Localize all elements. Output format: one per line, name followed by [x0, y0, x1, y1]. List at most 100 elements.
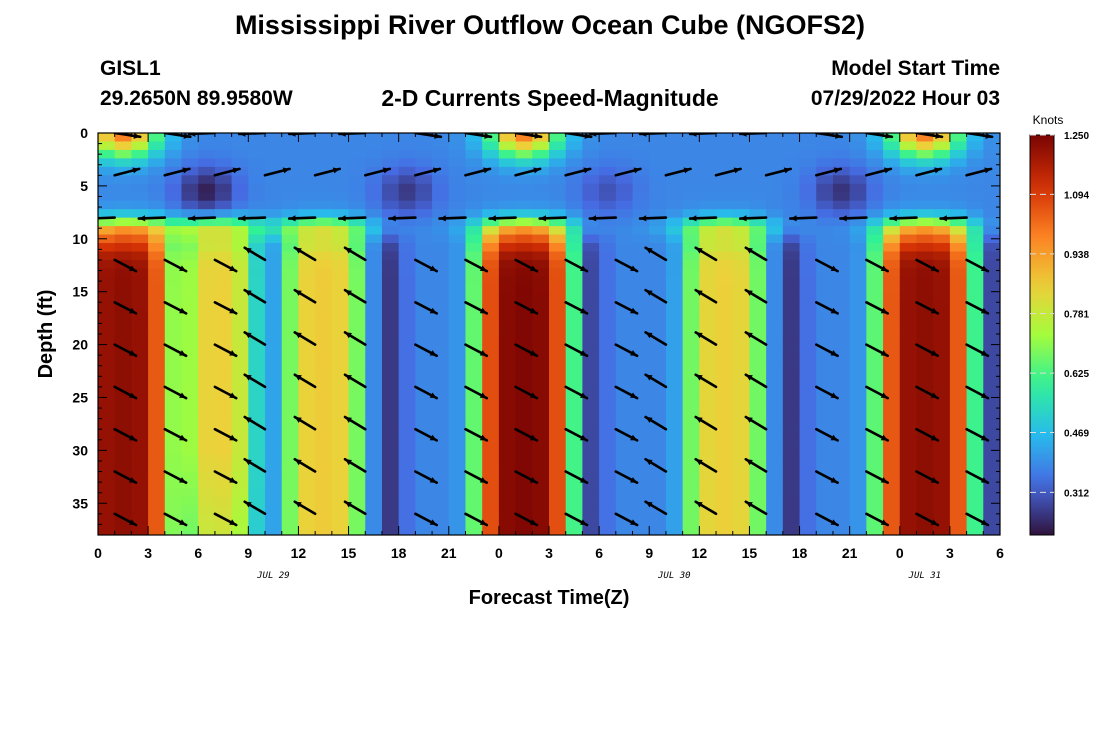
- heatmap-cell: [331, 175, 350, 185]
- heatmap-cell: [966, 158, 984, 168]
- heatmap-cell: [849, 209, 867, 219]
- heatmap-cell: [883, 344, 901, 354]
- heatmap-cell: [749, 454, 767, 464]
- heatmap-cell: [448, 336, 467, 346]
- current-vector-head: [345, 417, 352, 423]
- heatmap-cell: [298, 133, 316, 143]
- heatmap-cell: [164, 149, 183, 159]
- heatmap-cell: [114, 183, 132, 193]
- heatmap-cell: [465, 446, 483, 456]
- heatmap-cell: [599, 403, 617, 413]
- heatmap-cell: [281, 319, 300, 329]
- heatmap-cell: [966, 149, 984, 159]
- heatmap-cell: [732, 479, 751, 490]
- heatmap-cell: [148, 192, 166, 202]
- heatmap-cell: [131, 353, 149, 363]
- heatmap-cell: [465, 327, 483, 337]
- heatmap-cell: [498, 513, 517, 523]
- heatmap-cell: [231, 446, 249, 456]
- heatmap-cell: [331, 412, 350, 422]
- heatmap-cell: [398, 361, 416, 371]
- heatmap-cell: [198, 251, 216, 261]
- current-vector-head: [294, 417, 302, 423]
- heatmap-cell: [549, 505, 567, 515]
- current-vector-head: [429, 434, 437, 441]
- heatmap-cell: [381, 353, 400, 363]
- heatmap-cell: [331, 463, 350, 473]
- heatmap-cell: [298, 429, 316, 439]
- heatmap-cell: [615, 293, 634, 303]
- heatmap-cell: [682, 344, 700, 354]
- heatmap-cell: [381, 505, 400, 515]
- heatmap-cell: [749, 479, 767, 490]
- heatmap-cell: [565, 149, 583, 159]
- heatmap-cell: [599, 386, 617, 396]
- heatmap-cell: [398, 369, 416, 380]
- heatmap-cell: [665, 141, 684, 151]
- heatmap-cell: [699, 344, 717, 354]
- model-start-value: 07/29/2022 Hour 03: [810, 87, 1000, 110]
- current-vector-head: [630, 350, 638, 356]
- station-name: GISL1: [100, 57, 161, 80]
- heatmap-cell: [248, 530, 266, 535]
- heatmap-cell: [432, 353, 450, 363]
- heatmap-cell: [699, 471, 717, 481]
- heatmap-cell: [432, 522, 450, 532]
- heatmap-cell: [949, 513, 968, 523]
- heatmap-cell: [966, 479, 984, 490]
- heatmap-cell: [649, 479, 667, 490]
- heatmap-cell: [482, 285, 500, 295]
- heatmap-cell: [131, 217, 149, 227]
- heatmap-cell: [448, 302, 467, 312]
- heatmap-cell: [866, 133, 884, 143]
- current-vector-head: [580, 519, 587, 525]
- heatmap-cell: [832, 446, 851, 456]
- heatmap-cell: [816, 437, 834, 447]
- heatmap-cell: [498, 412, 517, 422]
- heatmap-cell: [164, 141, 183, 151]
- heatmap-cell: [114, 505, 132, 515]
- heatmap-cell: [699, 310, 717, 320]
- heatmap-cell: [448, 530, 467, 535]
- current-vector-head: [182, 167, 190, 174]
- heatmap-cell: [214, 412, 233, 422]
- heatmap-cell: [983, 369, 1000, 380]
- heatmap-cell: [131, 412, 149, 422]
- heatmap-cell: [432, 446, 450, 456]
- current-vector-head: [244, 332, 252, 339]
- heatmap-cell: [181, 149, 199, 159]
- heatmap-cell: [365, 158, 383, 168]
- current-vector-head: [733, 167, 741, 174]
- heatmap-cell: [515, 158, 533, 168]
- heatmap-cell: [816, 361, 834, 371]
- current-vector-head: [439, 215, 446, 222]
- heatmap-cell: [398, 336, 416, 346]
- heatmap-cell: [899, 471, 918, 481]
- current-vector-head: [930, 477, 938, 483]
- heatmap-cell: [983, 217, 1000, 227]
- heatmap-cell: [949, 141, 968, 151]
- current-vector-head: [589, 215, 597, 222]
- heatmap-cell: [966, 183, 984, 193]
- heatmap-cell: [632, 437, 650, 447]
- heatmap-cell: [949, 454, 968, 464]
- heatmap-cell: [365, 175, 383, 185]
- current-vector-head: [930, 307, 938, 314]
- heatmap-cell: [599, 166, 617, 176]
- current-vector-head: [189, 133, 196, 137]
- heatmap-cell: [732, 183, 751, 193]
- heatmap-cell: [214, 446, 233, 456]
- heatmap-cell: [949, 158, 968, 168]
- heatmap-cell: [682, 479, 700, 490]
- heatmap-cell: [331, 395, 350, 405]
- heatmap-cell: [265, 488, 283, 498]
- heatmap-cell: [916, 327, 934, 337]
- heatmap-cell: [415, 192, 433, 202]
- heatmap-cell: [716, 479, 734, 490]
- heatmap-cell: [231, 454, 249, 464]
- heatmap-cell: [682, 488, 700, 498]
- heatmap-cell: [448, 505, 467, 515]
- heatmap-cell: [515, 437, 533, 447]
- heatmap-cell: [365, 420, 383, 430]
- heatmap-cell: [916, 319, 934, 329]
